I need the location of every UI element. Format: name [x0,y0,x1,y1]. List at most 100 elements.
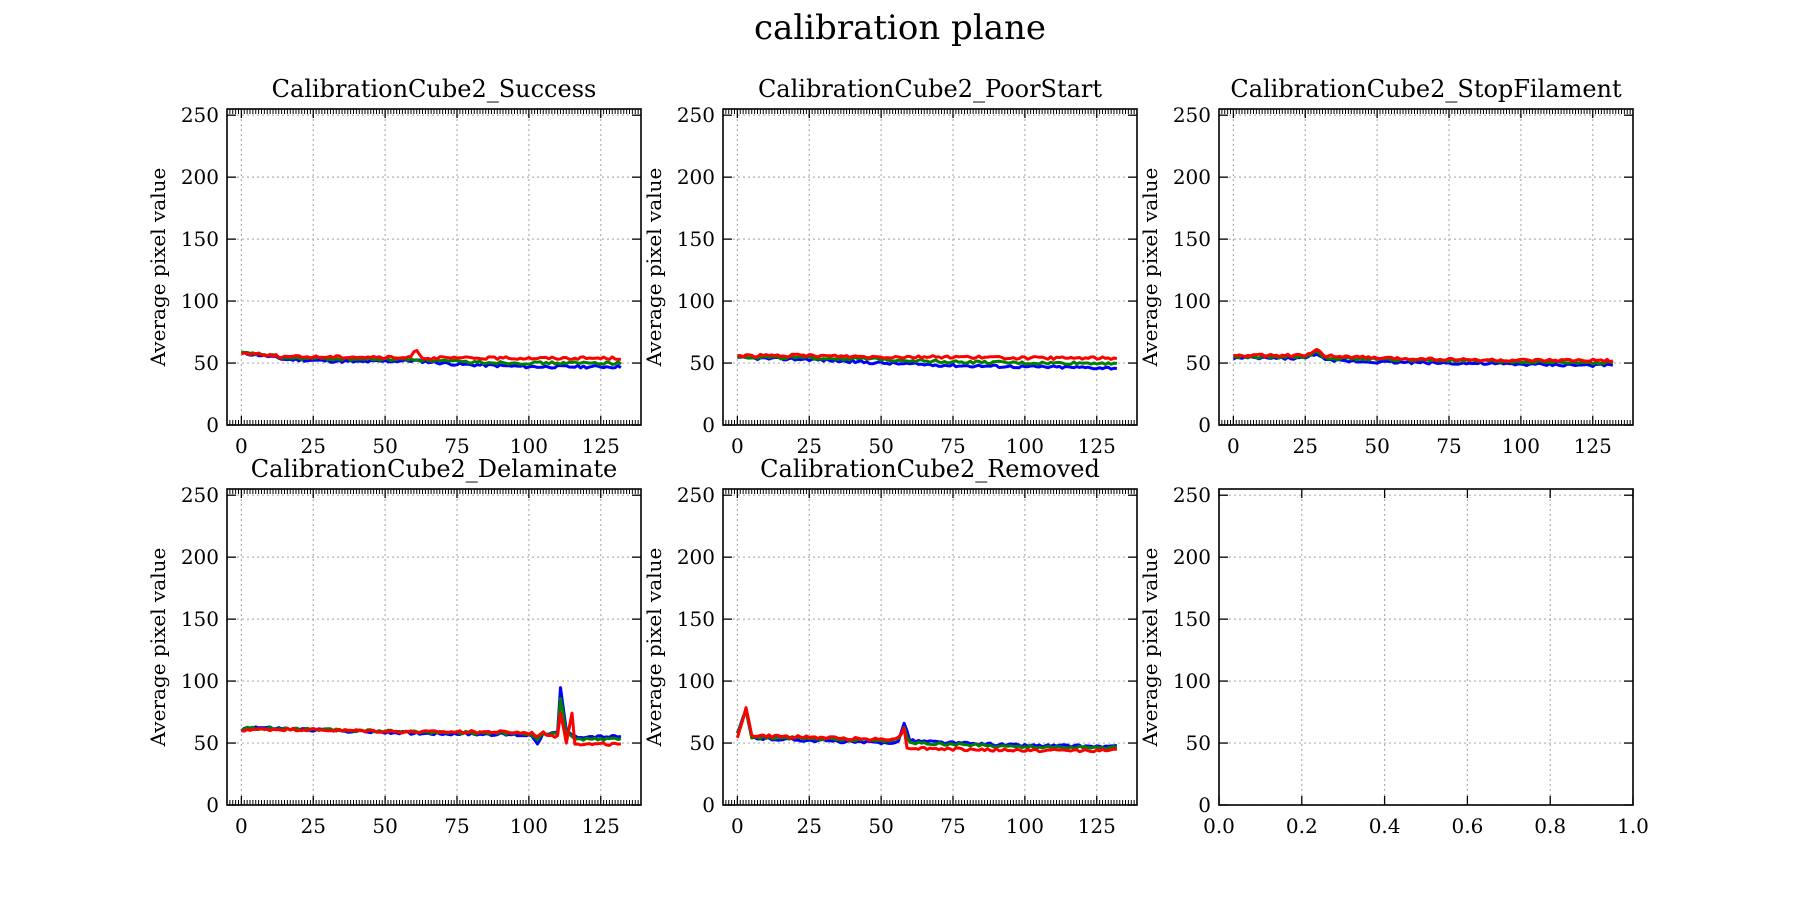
axes-frame [1218,108,1634,426]
y-axis-label: Average pixel value [146,548,170,748]
y-tick-label: 0 [206,793,219,817]
y-tick-label: 200 [1173,165,1211,189]
x-tick-label: 0 [1227,434,1240,458]
y-tick-label: 150 [677,607,715,631]
x-tick-label: 125 [1078,434,1116,458]
x-tick-label: 25 [797,434,822,458]
y-tick-label: 250 [677,103,715,127]
x-tick-label: 50 [868,434,893,458]
x-tick-label: 50 [372,814,397,838]
x-tick-label: 125 [582,814,620,838]
axes-frame [1218,488,1634,806]
x-tick-label: 0 [731,814,744,838]
y-tick-label: 50 [690,731,715,755]
x-tick-label: 50 [1364,434,1389,458]
x-tick-label: 50 [372,434,397,458]
subplot-1: 0 25 50 75 100 125 0 50 100 150 200 250 CalibrationC… [146,75,642,458]
y-tick-label: 100 [1173,669,1211,693]
subplot-5: 0 25 50 75 100 125 0 50 100 150 200 250 CalibrationC… [642,455,1138,838]
subplot-title: CalibrationCube2_Success [272,75,597,103]
y-tick-label: 250 [1173,103,1211,127]
y-tick-label: 0 [1198,413,1211,437]
y-tick-label: 50 [690,351,715,375]
x-tick-label: 0.6 [1451,814,1483,838]
y-tick-label: 150 [181,227,219,251]
y-tick-label: 0 [1198,793,1211,817]
series-line-3 [241,711,622,747]
x-tick-label: 25 [301,434,326,458]
y-tick-label: 150 [1173,227,1211,251]
y-axis-label: Average pixel value [1138,548,1162,748]
axes-frame [226,108,642,426]
x-tick-label: 0.2 [1286,814,1318,838]
y-tick-label: 250 [181,103,219,127]
x-tick-label: 100 [1006,434,1044,458]
x-tick-label: 25 [1293,434,1318,458]
subplot-title: CalibrationCube2_Delaminate [251,455,618,483]
y-axis-label: Average pixel value [1138,168,1162,368]
x-tick-label: 75 [940,434,965,458]
y-tick-label: 150 [677,227,715,251]
x-tick-label: 75 [444,434,469,458]
series-line-3 [735,706,1118,754]
x-tick-label: 75 [444,814,469,838]
y-tick-label: 50 [1186,731,1211,755]
y-tick-label: 250 [181,483,219,507]
subplot-2: 0 25 50 75 100 125 0 50 100 150 200 250 CalibrationC… [642,75,1138,458]
x-tick-label: 100 [1006,814,1044,838]
y-tick-label: 200 [181,545,219,569]
y-tick-label: 50 [1186,351,1211,375]
y-axis-label: Average pixel value [642,168,666,368]
series-line-1 [737,355,1117,371]
y-tick-label: 100 [1173,289,1211,313]
y-axis-label: Average pixel value [642,548,666,748]
axes-frame [722,488,1138,806]
x-tick-label: 0.8 [1534,814,1566,838]
y-tick-label: 250 [1173,483,1211,507]
y-tick-label: 200 [181,165,219,189]
subplot-4: 0 25 50 75 100 125 0 50 100 150 200 250 CalibrationC… [146,455,642,838]
x-tick-label: 100 [510,814,548,838]
subplot-3: 0 25 50 75 100 125 0 50 100 150 200 250 CalibrationC… [1138,75,1634,458]
y-tick-label: 50 [194,731,219,755]
y-tick-label: 150 [181,607,219,631]
y-tick-label: 0 [702,413,715,437]
x-tick-label: 125 [1078,814,1116,838]
x-tick-label: 25 [301,814,326,838]
y-tick-label: 250 [677,483,715,507]
axes-frame [722,108,1138,426]
x-tick-label: 75 [1436,434,1461,458]
x-tick-label: 125 [1574,434,1612,458]
x-tick-label: 75 [940,814,965,838]
y-tick-label: 100 [181,289,219,313]
x-tick-label: 25 [797,814,822,838]
x-tick-label: 0 [731,434,744,458]
subplot-title: CalibrationCube2_Removed [760,455,1100,483]
y-tick-label: 150 [1173,607,1211,631]
series-line-3 [240,349,621,361]
x-tick-label: 0 [235,434,248,458]
x-tick-label: 125 [582,434,620,458]
x-tick-label: 50 [868,814,893,838]
y-tick-label: 100 [677,669,715,693]
series-line-3 [737,352,1118,361]
subplot-title: CalibrationCube2_StopFilament [1230,75,1622,103]
y-tick-label: 200 [1173,545,1211,569]
subplot-title: CalibrationCube2_PoorStart [758,75,1102,103]
x-tick-label: 0.4 [1369,814,1401,838]
x-tick-label: 0 [235,814,248,838]
series-line-3 [1233,347,1614,364]
x-tick-label: 100 [510,434,548,458]
y-tick-label: 100 [181,669,219,693]
x-tick-label: 100 [1502,434,1540,458]
y-tick-label: 200 [677,545,715,569]
y-axis-label: Average pixel value [146,168,170,368]
y-tick-label: 0 [702,793,715,817]
x-tick-label: 0.0 [1203,814,1235,838]
figure-title: calibration plane [754,8,1046,48]
y-tick-label: 200 [677,165,715,189]
x-tick-label: 1.0 [1617,814,1649,838]
y-tick-label: 50 [194,351,219,375]
